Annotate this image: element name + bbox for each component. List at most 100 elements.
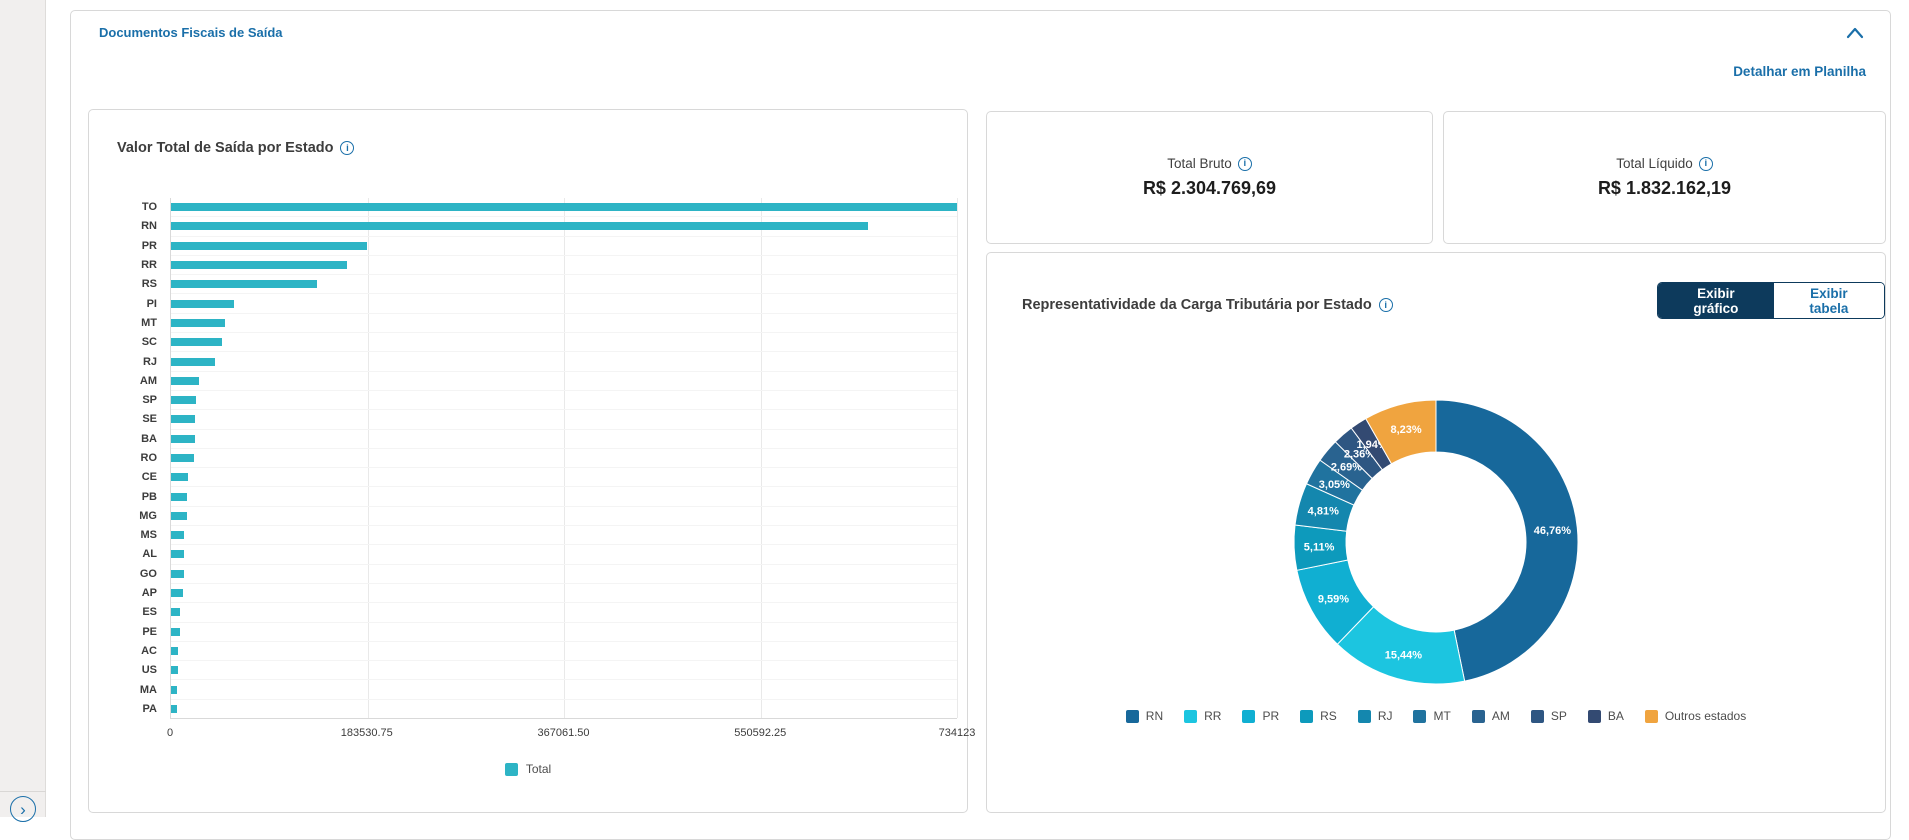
donut-slice-label: 46,76%: [1534, 525, 1572, 537]
legend-label: Outros estados: [1664, 709, 1747, 723]
info-icon[interactable]: i: [1237, 156, 1252, 171]
bar-PE[interactable]: [171, 627, 180, 636]
bar-BA[interactable]: [171, 434, 195, 443]
donut-legend-item-RN[interactable]: RN: [1125, 709, 1163, 723]
total-liquido-value: R$ 1.832.162,19: [1597, 178, 1732, 198]
donut-legend-item-PR[interactable]: PR: [1242, 709, 1279, 723]
x-tick-label: 550592.25: [734, 727, 787, 739]
bar-US[interactable]: [171, 666, 178, 675]
bar-RN[interactable]: [171, 222, 868, 231]
bar-AM[interactable]: [171, 376, 199, 385]
legend-swatch: [1471, 709, 1485, 723]
bar-row-MT: MT: [141, 312, 957, 332]
bar-AP[interactable]: [171, 589, 183, 598]
bar-row-CE: CE: [142, 467, 957, 486]
info-icon[interactable]: i: [1378, 298, 1393, 312]
donut-chart: 46,76% 15,44% 9,59% 5,11% 4,81% 3,05% 2,69%2,3…: [1293, 399, 1579, 685]
legend-swatch: [1413, 709, 1427, 723]
bar-MA[interactable]: [171, 685, 178, 694]
legend-swatch: [1184, 709, 1198, 723]
bar-category-label: PI: [146, 297, 157, 310]
bar-plot-area: TO RN PR RR RS PI MT SC RJ AM SP SE BA RO CE PB MG MS AL GO…: [139, 198, 958, 719]
donut-legend-item-SP[interactable]: SP: [1530, 709, 1567, 723]
donut-slice-Outros estados[interactable]: [1365, 399, 1437, 465]
bar-row-MS: MS: [141, 525, 957, 544]
donut-legend-item-BA[interactable]: BA: [1587, 709, 1624, 723]
bar-PA[interactable]: [171, 704, 177, 713]
bar-row-GO: GO: [140, 563, 957, 583]
gridline: [760, 198, 762, 718]
bar-SE[interactable]: [171, 415, 196, 424]
bar-row-AM: AM: [140, 370, 957, 390]
documentos-fiscais-panel: Documentos Fiscais de Saída Detalhar em …: [70, 10, 1891, 840]
bar-PR[interactable]: [171, 241, 367, 250]
donut-slice-label: 3,05%: [1319, 479, 1350, 491]
bar-SC[interactable]: [171, 338, 222, 347]
bar-SP[interactable]: [171, 396, 196, 405]
bar-MS[interactable]: [171, 531, 185, 540]
bar-PI[interactable]: [171, 299, 235, 308]
bar-CE[interactable]: [171, 473, 188, 482]
exibir-tabela-button[interactable]: Exibir tabela: [1773, 283, 1884, 318]
bar-RJ[interactable]: [171, 357, 216, 366]
info-icon[interactable]: i: [340, 141, 355, 155]
donut-legend-item-RR[interactable]: RR: [1184, 709, 1221, 723]
bar-chart-title: Valor Total de Saída por Estado: [117, 140, 334, 156]
bar-legend[interactable]: Total: [89, 762, 967, 776]
panel-title: Documentos Fiscais de Saída: [99, 25, 283, 40]
donut-legend-item-MT[interactable]: MT: [1413, 709, 1451, 723]
bar-PB[interactable]: [171, 492, 188, 501]
bar-category-label: AL: [142, 548, 157, 561]
legend-swatch: [1644, 709, 1658, 723]
bar-category-label: RR: [141, 259, 157, 272]
bar-category-label: PR: [141, 239, 157, 252]
x-tick-label: 734123: [938, 727, 976, 739]
donut-legend-item-AM[interactable]: AM: [1471, 709, 1510, 723]
donut-slice-RN[interactable]: [1435, 399, 1579, 682]
bar-category-label: RN: [141, 220, 157, 233]
gridline: [957, 198, 958, 718]
bar-AC[interactable]: [171, 646, 179, 655]
donut-legend-item-RS[interactable]: RS: [1300, 709, 1337, 723]
bar-RR[interactable]: [171, 261, 348, 270]
bar-row-RJ: RJ: [143, 351, 957, 370]
gridline: [564, 198, 565, 718]
sidebar-expand-icon[interactable]: ›: [10, 796, 36, 822]
bar-category-label: CE: [141, 471, 157, 484]
donut-legend-item-Outros estados[interactable]: Outros estados: [1644, 709, 1747, 723]
legend-label: RR: [1204, 709, 1222, 723]
bar-category-label: PB: [141, 490, 157, 503]
info-icon[interactable]: i: [1698, 156, 1713, 171]
sidebar-divider: [0, 791, 46, 792]
bar-category-label: MA: [139, 683, 157, 696]
donut-slice-label: 8,23%: [1390, 424, 1421, 436]
donut-slice-label: 2,36%: [1344, 449, 1375, 461]
bar-RS[interactable]: [171, 280, 317, 289]
bar-chart-card: Valor Total de Saída por Estado i TO RN PR…: [88, 109, 975, 813]
bar-MT[interactable]: [171, 318, 225, 327]
legend-label: AM: [1491, 709, 1510, 723]
bar-category-label: MS: [140, 529, 158, 542]
chevron-up-icon[interactable]: [1846, 27, 1864, 39]
detalhar-planilha-link[interactable]: Detalhar em Planilha: [1733, 64, 1866, 79]
bar-AL[interactable]: [171, 550, 185, 559]
bar-RO[interactable]: [171, 454, 195, 462]
bar-MG[interactable]: [171, 511, 187, 520]
bar-GO[interactable]: [171, 569, 184, 578]
legend-label: MT: [1433, 709, 1451, 723]
bar-category-label: RO: [140, 452, 158, 464]
bar-TO[interactable]: [171, 203, 957, 212]
legend-swatch: [1125, 709, 1139, 723]
bar-row-BA: BA: [141, 428, 957, 448]
donut-slice-label: 2,69%: [1331, 462, 1362, 474]
exibir-grafico-button[interactable]: Exibir gráfico: [1658, 283, 1774, 318]
bar-category-label: MG: [139, 509, 157, 522]
donut-legend-item-RJ[interactable]: RJ: [1357, 709, 1392, 723]
bar-row-SC: SC: [142, 332, 957, 351]
x-tick-label: 0: [166, 727, 174, 739]
bar-row-SE: SE: [142, 409, 957, 428]
bar-category-label: RJ: [142, 355, 157, 368]
bar-row-SP: SP: [142, 389, 957, 409]
legend-label: RS: [1320, 709, 1337, 723]
bar-ES[interactable]: [171, 608, 181, 617]
